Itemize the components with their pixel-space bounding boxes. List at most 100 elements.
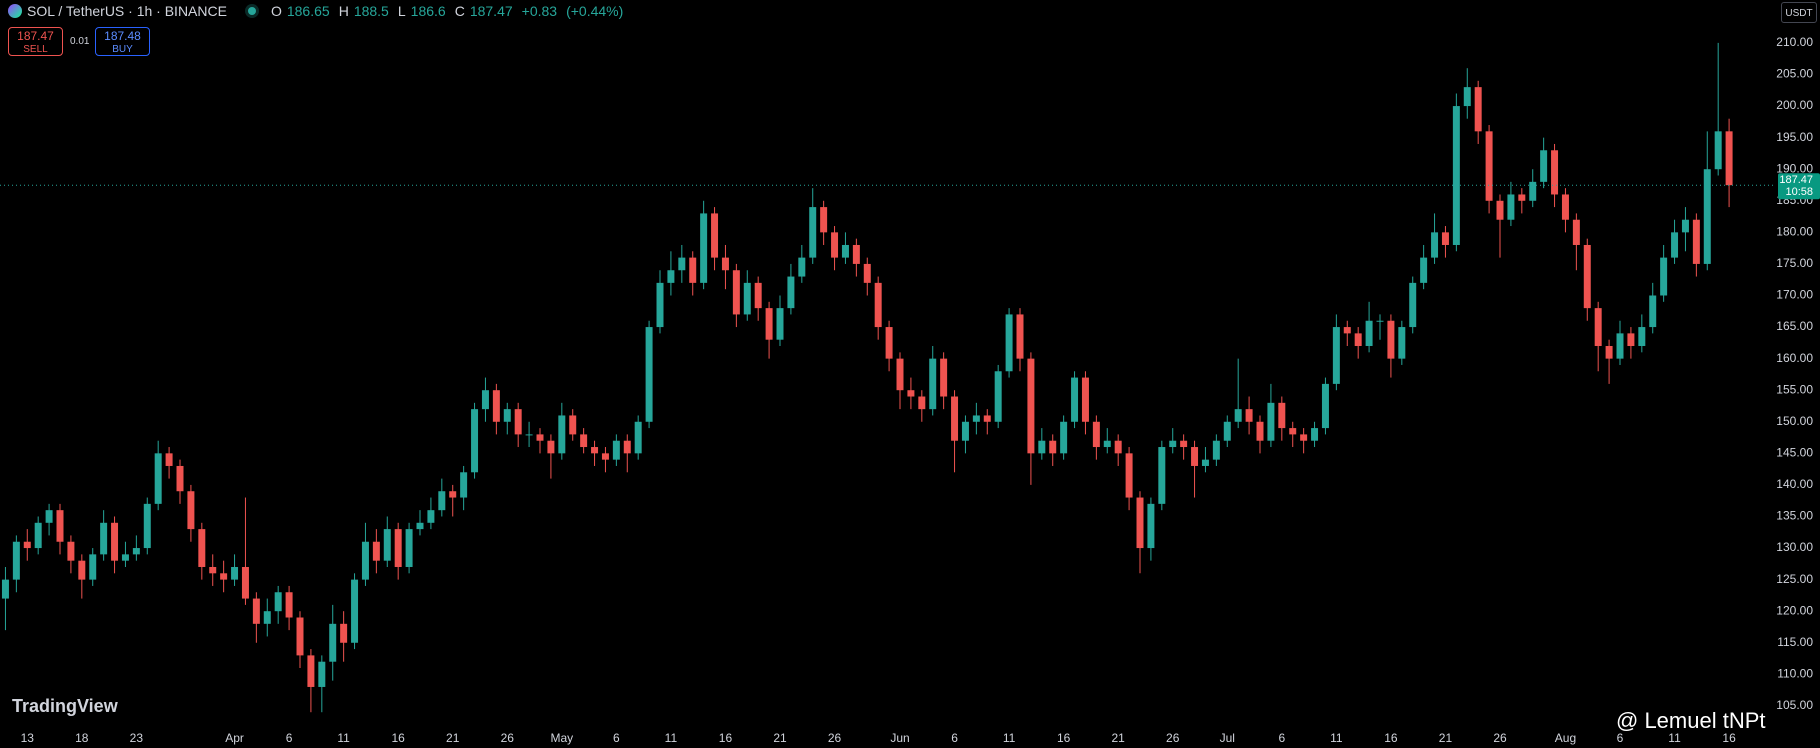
- sell-label: SELL: [23, 44, 48, 55]
- y-tick-label: 195.00: [1776, 130, 1813, 144]
- candle-body: [481, 390, 489, 410]
- candle-body: [645, 327, 653, 422]
- candle-body: [1431, 232, 1439, 258]
- candle-body: [263, 611, 271, 624]
- sell-price: 187.47: [17, 29, 54, 43]
- x-tick-label: 18: [75, 731, 89, 745]
- x-tick-label: 16: [392, 731, 406, 745]
- candle-body: [1125, 453, 1133, 498]
- candle-body: [656, 282, 664, 328]
- candle-body: [678, 257, 686, 271]
- x-tick-label: Jul: [1220, 731, 1235, 745]
- x-tick-label: 11: [665, 731, 678, 745]
- candle-body: [525, 434, 533, 436]
- buy-price: 187.48: [104, 29, 141, 43]
- candle-body: [1092, 421, 1100, 448]
- candle-body: [743, 282, 751, 315]
- candle-body: [176, 465, 184, 492]
- low-label: L: [397, 3, 406, 19]
- candle-body: [514, 409, 522, 435]
- x-tick-label: 16: [1057, 731, 1071, 745]
- open-label: O: [270, 3, 282, 19]
- last-price-tag: [1778, 173, 1820, 200]
- change: +0.83: [521, 3, 558, 19]
- candle-body: [1169, 440, 1177, 448]
- candle-body: [918, 396, 926, 410]
- candle-body: [1005, 314, 1013, 372]
- candle-body: [700, 213, 708, 283]
- x-tick-label: 13: [21, 731, 35, 745]
- candle-body: [841, 244, 849, 258]
- close-label: C: [454, 3, 465, 19]
- candle-body: [558, 415, 566, 454]
- candle-body: [100, 522, 108, 555]
- candle-body: [1201, 459, 1209, 466]
- candle-body: [852, 244, 860, 264]
- candle-body: [187, 491, 195, 530]
- candle-body: [776, 308, 784, 340]
- y-tick-label: 130.00: [1776, 540, 1813, 554]
- candle-body: [383, 529, 391, 561]
- y-tick-label: 140.00: [1776, 477, 1813, 491]
- symbol[interactable]: SOL / TetherUS · 1h · BINANCE: [27, 3, 227, 19]
- candle-body: [972, 415, 980, 422]
- candle-body: [143, 503, 151, 549]
- signature: @ Lemuel tNPt: [1616, 708, 1766, 733]
- candle-body: [1016, 314, 1024, 359]
- candle-body: [951, 396, 959, 441]
- candle-body: [1060, 421, 1068, 454]
- x-tick-label: 26: [828, 731, 842, 745]
- candle-body: [274, 592, 282, 612]
- candle-body: [721, 257, 729, 271]
- candle-body: [1071, 377, 1079, 422]
- candle-body: [1551, 150, 1559, 195]
- x-tick-label: 23: [130, 731, 144, 745]
- y-tick-label: 155.00: [1776, 382, 1813, 396]
- candle-body: [1496, 200, 1504, 220]
- candle-body: [1529, 181, 1537, 201]
- open-value: 186.65: [286, 3, 330, 19]
- x-tick-label: 16: [1722, 731, 1736, 745]
- candle-body: [1289, 428, 1297, 435]
- candle-body: [12, 541, 20, 580]
- candle-body: [1267, 402, 1275, 441]
- candle-body: [427, 510, 435, 523]
- candle-body: [634, 421, 642, 454]
- y-tick-label: 125.00: [1776, 572, 1813, 586]
- candle-body: [503, 409, 511, 422]
- candle-body: [165, 453, 173, 466]
- low-value: 186.6: [410, 3, 446, 19]
- candle-body: [787, 276, 795, 309]
- candle-body: [820, 207, 828, 233]
- candle-body: [1038, 440, 1046, 454]
- candle-body: [874, 282, 882, 328]
- x-tick-label: 26: [1166, 731, 1180, 745]
- candle-body: [711, 213, 719, 258]
- candle-body: [1485, 131, 1493, 201]
- candle-body: [1136, 497, 1144, 549]
- candle-body: [907, 390, 915, 397]
- candle-body: [1474, 87, 1482, 132]
- close-value: 187.47: [469, 3, 513, 19]
- candle-body: [132, 548, 140, 555]
- sell-button[interactable]: 187.47 SELL: [8, 27, 63, 56]
- currency-select[interactable]: USDT: [1781, 2, 1817, 23]
- y-tick-label: 190.00: [1776, 161, 1813, 175]
- candle-body: [1049, 440, 1057, 454]
- candle-body: [1223, 421, 1231, 441]
- y-tick-label: 160.00: [1776, 351, 1813, 365]
- candle-body: [1278, 402, 1286, 429]
- candle-body: [307, 655, 315, 687]
- y-tick-label: 210.00: [1776, 35, 1813, 49]
- x-tick-label: 21: [1112, 731, 1126, 745]
- candle-body: [1649, 295, 1657, 328]
- buy-label: BUY: [112, 44, 133, 55]
- buy-button[interactable]: 187.48 BUY: [95, 27, 150, 56]
- x-tick-label: 11: [1668, 731, 1681, 745]
- x-tick-label: 16: [719, 731, 733, 745]
- countdown: 10:58: [1785, 186, 1813, 198]
- candle-body: [591, 447, 599, 454]
- x-tick-label: 11: [337, 731, 350, 745]
- candle-body: [351, 579, 359, 643]
- candle-body: [754, 282, 762, 309]
